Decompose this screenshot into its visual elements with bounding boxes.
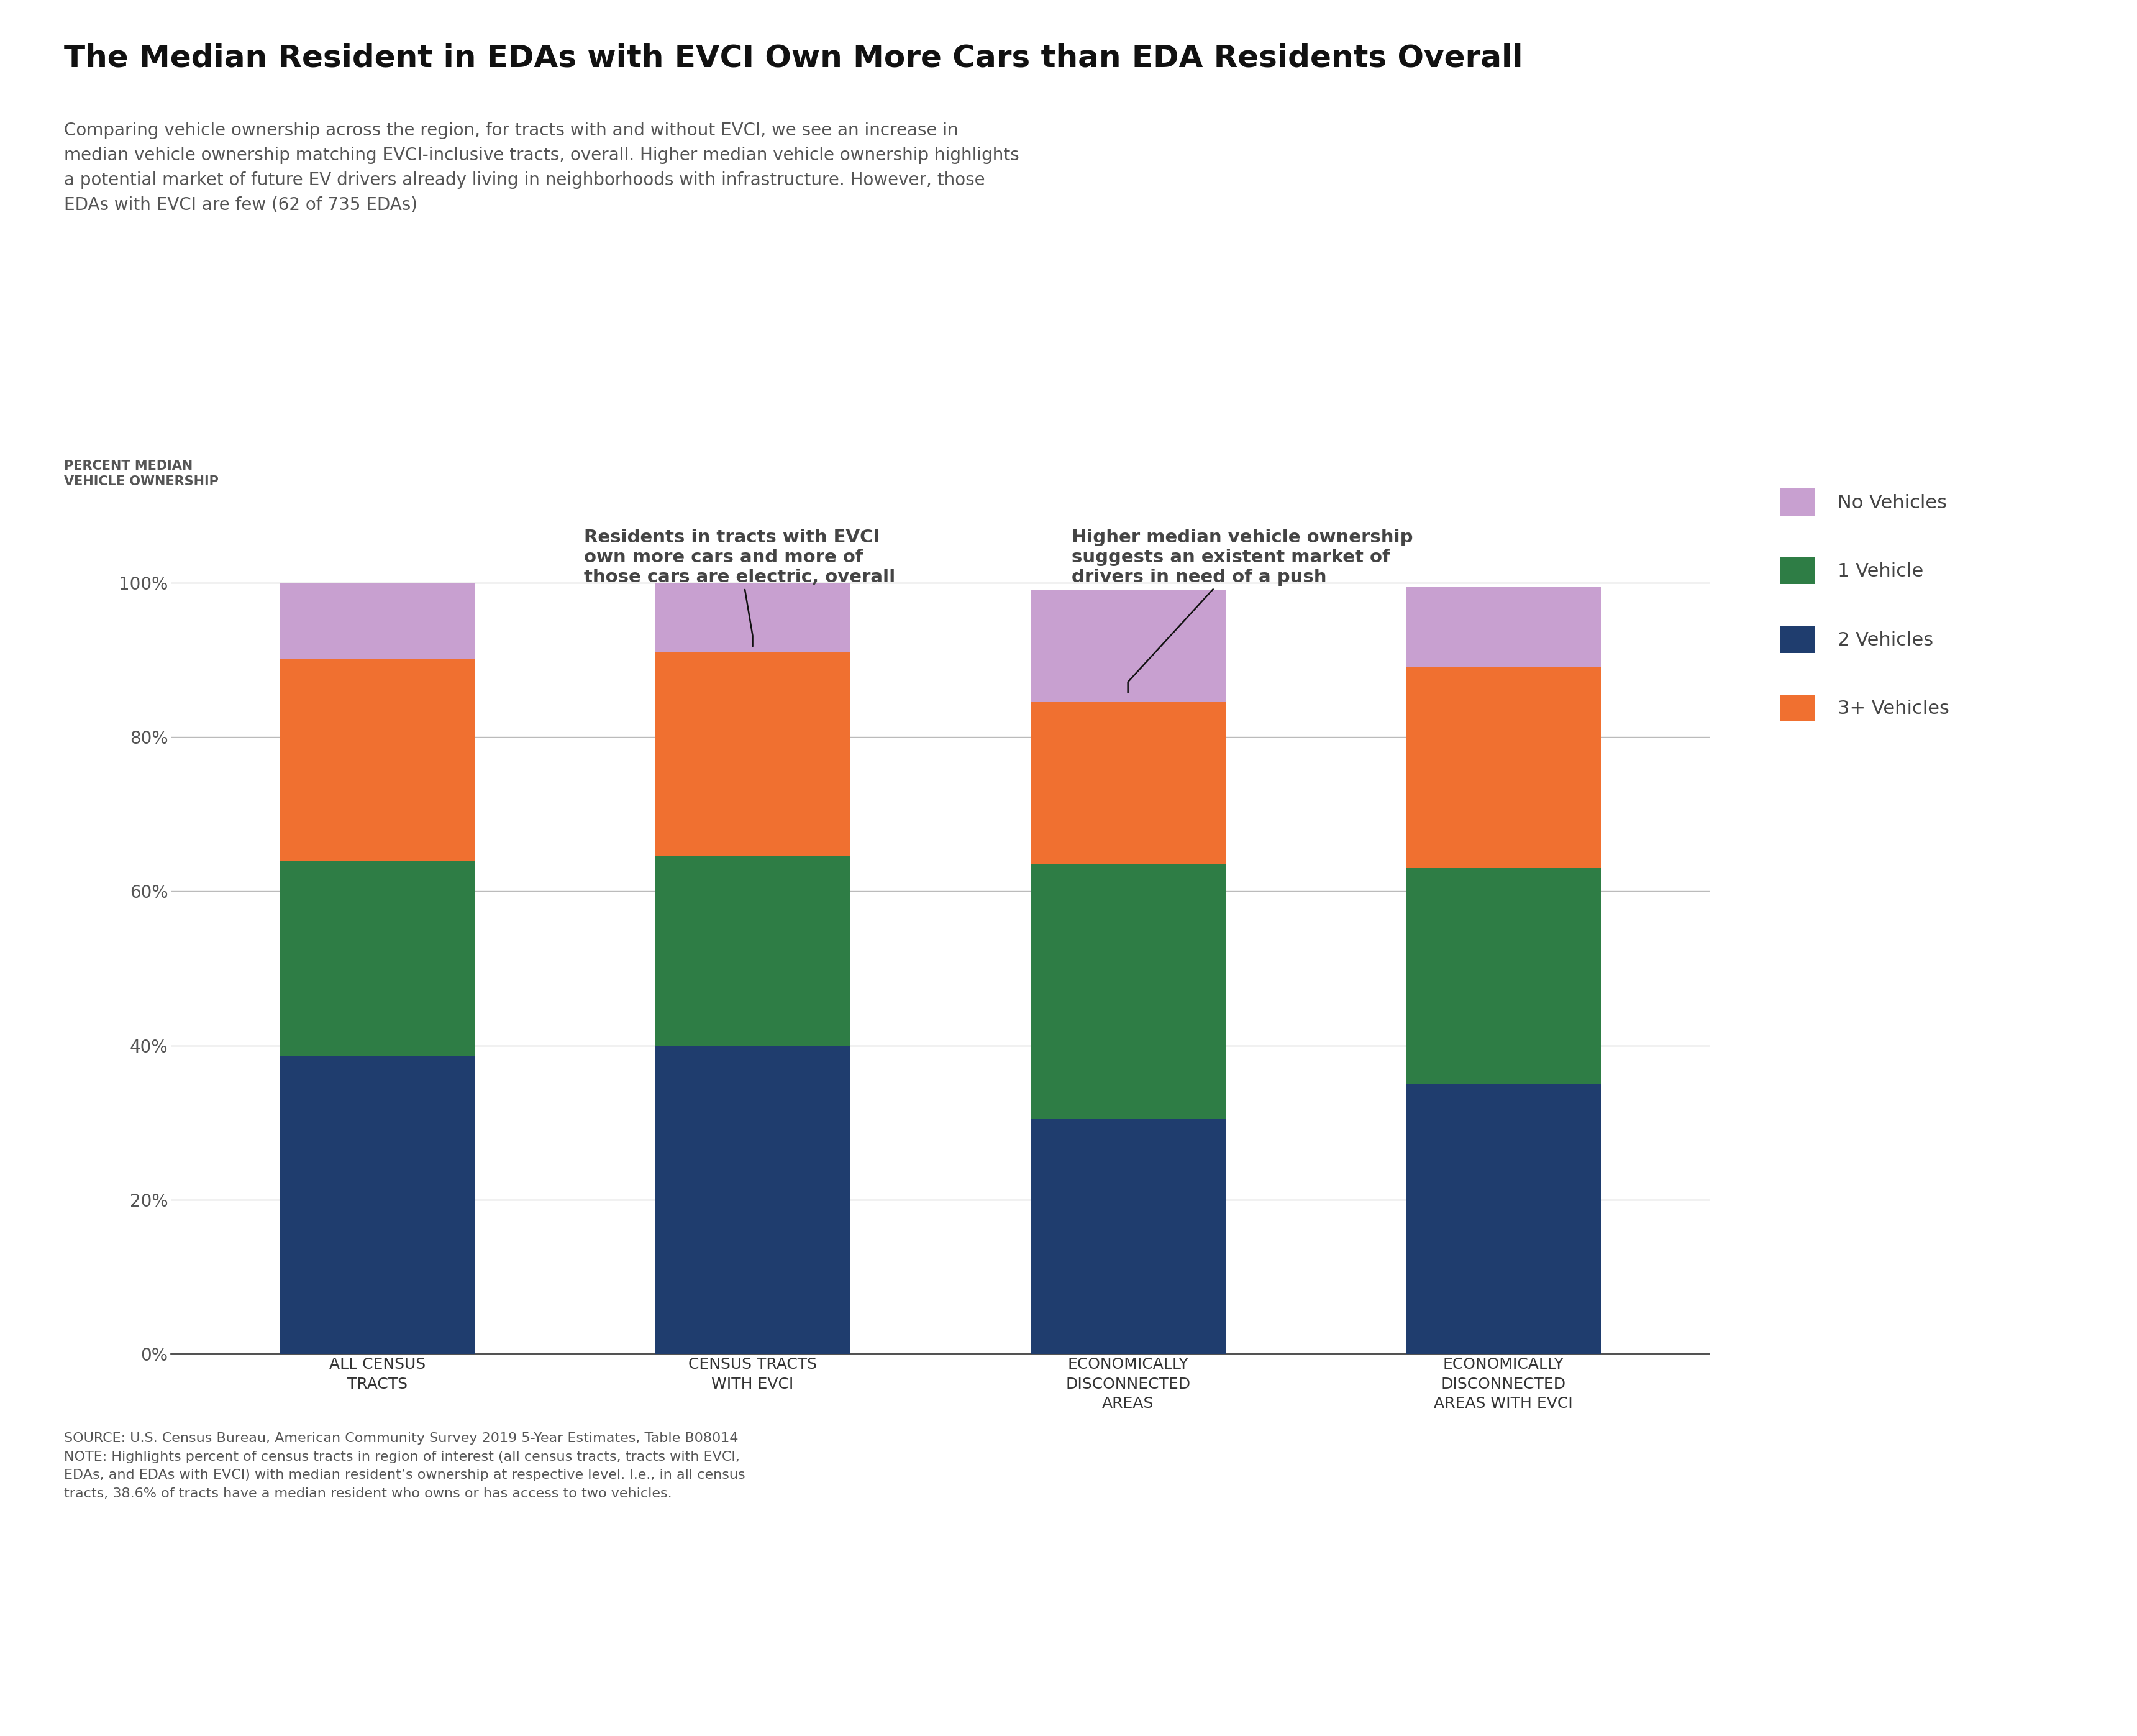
Bar xyxy=(1406,587,1601,667)
Bar xyxy=(280,861,474,1055)
Bar xyxy=(656,653,851,856)
Bar xyxy=(1030,590,1225,701)
Bar xyxy=(280,660,474,861)
Bar xyxy=(656,856,851,1045)
Bar xyxy=(1030,1118,1225,1354)
Text: SOURCE: U.S. Census Bureau, American Community Survey 2019 5-Year Estimates, Tab: SOURCE: U.S. Census Bureau, American Com… xyxy=(64,1432,746,1500)
Text: Comparing vehicle ownership across the region, for tracts with and without EVCI,: Comparing vehicle ownership across the r… xyxy=(64,122,1019,214)
Bar xyxy=(1406,868,1601,1083)
Bar xyxy=(1406,667,1601,868)
Bar xyxy=(656,1045,851,1354)
Text: Residents in tracts with EVCI
own more cars and more of
those cars are electric,: Residents in tracts with EVCI own more c… xyxy=(583,528,895,646)
Bar xyxy=(656,583,851,653)
Bar xyxy=(1030,701,1225,865)
Legend: No Vehicles, 1 Vehicle, 2 Vehicles, 3+ Vehicles: No Vehicles, 1 Vehicle, 2 Vehicles, 3+ V… xyxy=(1780,488,1949,722)
Bar xyxy=(1406,1083,1601,1354)
Bar xyxy=(1030,865,1225,1118)
Bar xyxy=(280,1055,474,1354)
Text: The Median Resident in EDAs with EVCI Own More Cars than EDA Residents Overall: The Median Resident in EDAs with EVCI Ow… xyxy=(64,43,1524,73)
Bar xyxy=(280,583,474,660)
Text: PERCENT MEDIAN
VEHICLE OWNERSHIP: PERCENT MEDIAN VEHICLE OWNERSHIP xyxy=(64,460,218,488)
Text: Higher median vehicle ownership
suggests an existent market of
drivers in need o: Higher median vehicle ownership suggests… xyxy=(1071,528,1413,693)
